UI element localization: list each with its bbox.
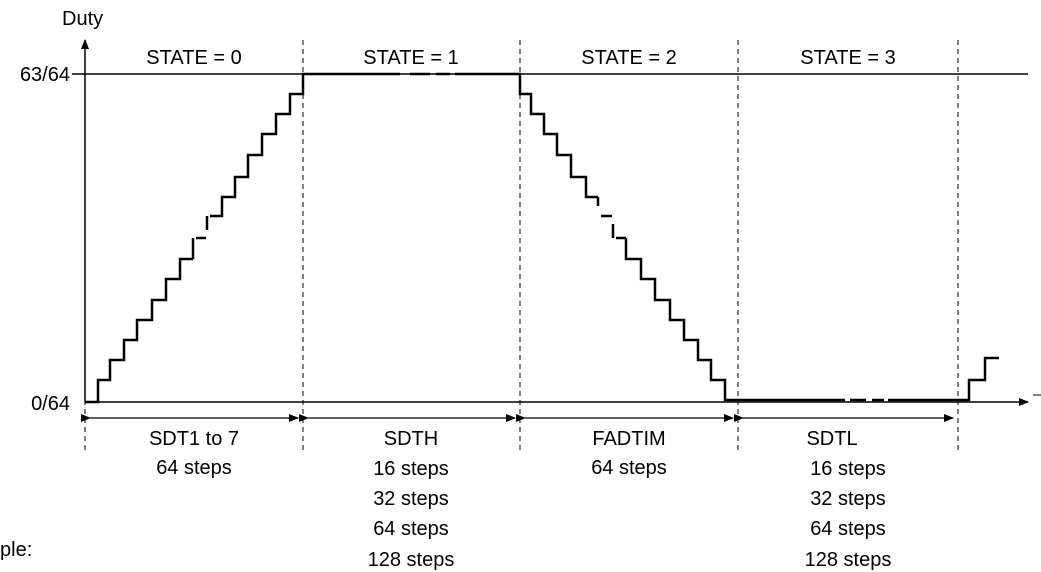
phase-name: SDTL: [806, 428, 857, 450]
phase-steps: 32 steps: [373, 488, 449, 510]
phase-steps: 16 steps: [810, 458, 886, 480]
phase-name: SDTH: [384, 428, 438, 450]
phase-steps: 16 steps: [373, 458, 449, 480]
phase-name: FADTIM: [592, 428, 665, 450]
duty-waveform: [85, 72, 999, 404]
cut-off-label: ple:: [0, 539, 32, 561]
state-label: STATE = 2: [581, 47, 676, 69]
waveform-start: [85, 257, 193, 404]
state-label: STATE = 0: [146, 47, 241, 69]
state-dividers: [84, 40, 959, 452]
phase-steps: 64 steps: [810, 518, 886, 540]
waveform-rise-upper: [210, 72, 400, 218]
waveform-break-marks: [191, 72, 884, 402]
y-axis-title: Duty: [62, 8, 103, 30]
phase-steps: 128 steps: [805, 549, 892, 571]
phase-steps: 32 steps: [810, 488, 886, 510]
state-label: STATE = 3: [800, 47, 895, 69]
phase-steps: 128 steps: [368, 549, 455, 571]
phase-name: SDT1 to 7: [149, 428, 239, 450]
phase-steps: 64 steps: [373, 518, 449, 540]
waveform-fall-lower: [624, 238, 845, 402]
waveform-end: [888, 356, 999, 402]
phase-steps: 64 steps: [591, 457, 667, 479]
state-label: STATE = 1: [363, 47, 458, 69]
y-tick-top-label: 63/64: [20, 64, 70, 86]
phase-steps: 64 steps: [156, 457, 232, 479]
waveform-high-tail: [455, 72, 598, 199]
y-tick-bottom-label: 0/64: [31, 393, 70, 415]
